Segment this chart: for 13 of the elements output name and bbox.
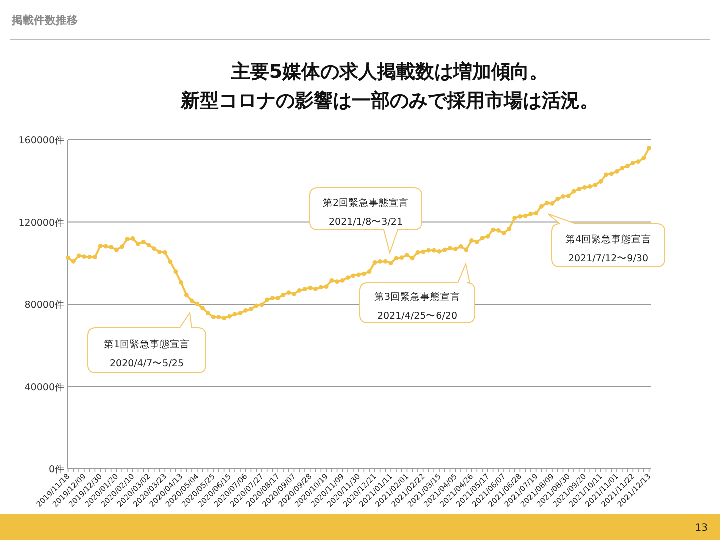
chart-subtitle: 新型コロナの影響は一部のみで採用市場は活況。 [180, 90, 599, 112]
annotation: 第3回緊急事態宣言 2021/4/25〜6/20 [374, 291, 461, 322]
y-tick-label: 40000件 [24, 382, 65, 394]
annotation: 第4回緊急事態宣言 2021/7/12〜9/30 [565, 234, 652, 264]
annotation: 第1回緊急事態宣言 2020/4/7〜5/25 [104, 338, 190, 370]
text: 13 [695, 523, 708, 534]
y-tick-label: 120000件 [18, 218, 65, 229]
chart-title: 主要5媒体の求人掲載数は増加傾向。 [230, 61, 549, 83]
y-tick-label: 80000件 [24, 300, 65, 311]
y-tick-label: 160000件 [18, 136, 65, 146]
text: 掲載件数推移 [11, 14, 78, 27]
annotation: 第2回緊急事態宣言 2021/1/8〜3/21 [322, 197, 410, 228]
y-tick-label: 0件 [48, 464, 65, 476]
